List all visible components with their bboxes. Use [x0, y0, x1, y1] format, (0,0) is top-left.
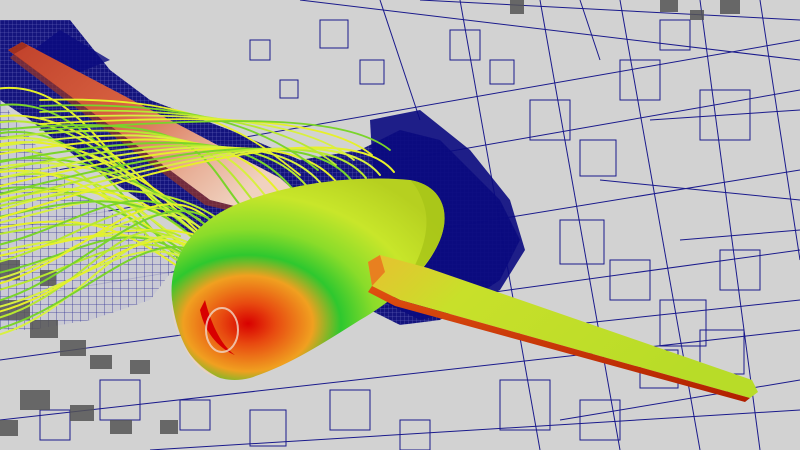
streamline	[0, 236, 181, 274]
streamline	[0, 189, 221, 221]
streamline	[0, 147, 339, 187]
mesh-shadow-block	[110, 420, 132, 434]
streamline	[0, 146, 395, 219]
streamline	[0, 250, 201, 308]
mesh-line	[149, 409, 800, 450]
mesh-cell	[329, 389, 371, 431]
streamline	[0, 235, 191, 336]
mesh-cell	[619, 59, 661, 101]
streamline	[0, 213, 211, 280]
mesh-shadow-block	[720, 0, 740, 14]
streamline	[0, 114, 221, 253]
mesh-line	[539, 0, 621, 450]
mesh-line	[679, 229, 800, 241]
mesh-line	[599, 179, 800, 201]
streamline	[39, 120, 391, 151]
mesh-cell	[529, 99, 571, 141]
mesh-shadow-block	[90, 355, 112, 369]
mesh-cell	[359, 59, 385, 85]
mesh-cell	[319, 19, 349, 49]
mesh-cell	[249, 409, 287, 447]
streamline	[0, 146, 325, 188]
streamline	[0, 203, 211, 285]
mesh-line	[559, 379, 800, 421]
mesh-shadow-block	[130, 360, 150, 374]
mesh-shadow-block	[20, 390, 50, 410]
streamline	[0, 147, 367, 203]
aircraft-nacelle	[171, 178, 445, 380]
mesh-cell	[489, 59, 515, 85]
right-wing	[368, 255, 758, 402]
streamline	[0, 147, 353, 195]
mesh-cell	[719, 249, 761, 291]
streamline	[0, 229, 181, 319]
streamline	[0, 239, 201, 313]
mesh-cell	[449, 29, 481, 61]
streamline	[0, 209, 221, 302]
mesh-line	[579, 0, 601, 61]
mesh-cell	[179, 399, 211, 431]
streamline	[0, 199, 191, 246]
mesh-line	[759, 0, 800, 261]
mesh-shadow-block	[30, 320, 58, 338]
mesh-shadow-block	[60, 340, 86, 356]
mesh-cell	[559, 219, 605, 265]
mesh-line	[379, 0, 421, 121]
mesh-shadow-block	[660, 0, 678, 12]
mesh-shadow-block	[70, 405, 94, 421]
mesh-cell	[609, 259, 651, 301]
streamline	[0, 220, 181, 269]
mesh-cell	[579, 399, 621, 441]
mesh-cell	[399, 419, 431, 450]
mesh-shadow-block	[510, 0, 524, 14]
mesh-shadow-block	[160, 420, 178, 434]
mesh-cell	[39, 409, 71, 441]
streamline	[0, 243, 191, 291]
mesh-cell	[499, 379, 551, 431]
mesh-cell	[659, 19, 691, 51]
mesh-cell	[249, 39, 271, 61]
mesh-cell	[579, 139, 617, 177]
mesh-line	[699, 0, 761, 450]
streamlines	[0, 86, 395, 336]
mesh-line	[0, 329, 800, 421]
mesh-line	[419, 0, 800, 21]
mesh-line	[649, 109, 800, 121]
mesh-shadow-block	[0, 420, 18, 436]
mesh-cell	[279, 79, 299, 99]
mesh-shadow-block	[690, 10, 704, 20]
mesh-cell	[659, 299, 707, 347]
streamline	[0, 147, 381, 211]
mesh-cell	[699, 89, 751, 141]
streamline	[0, 207, 201, 263]
